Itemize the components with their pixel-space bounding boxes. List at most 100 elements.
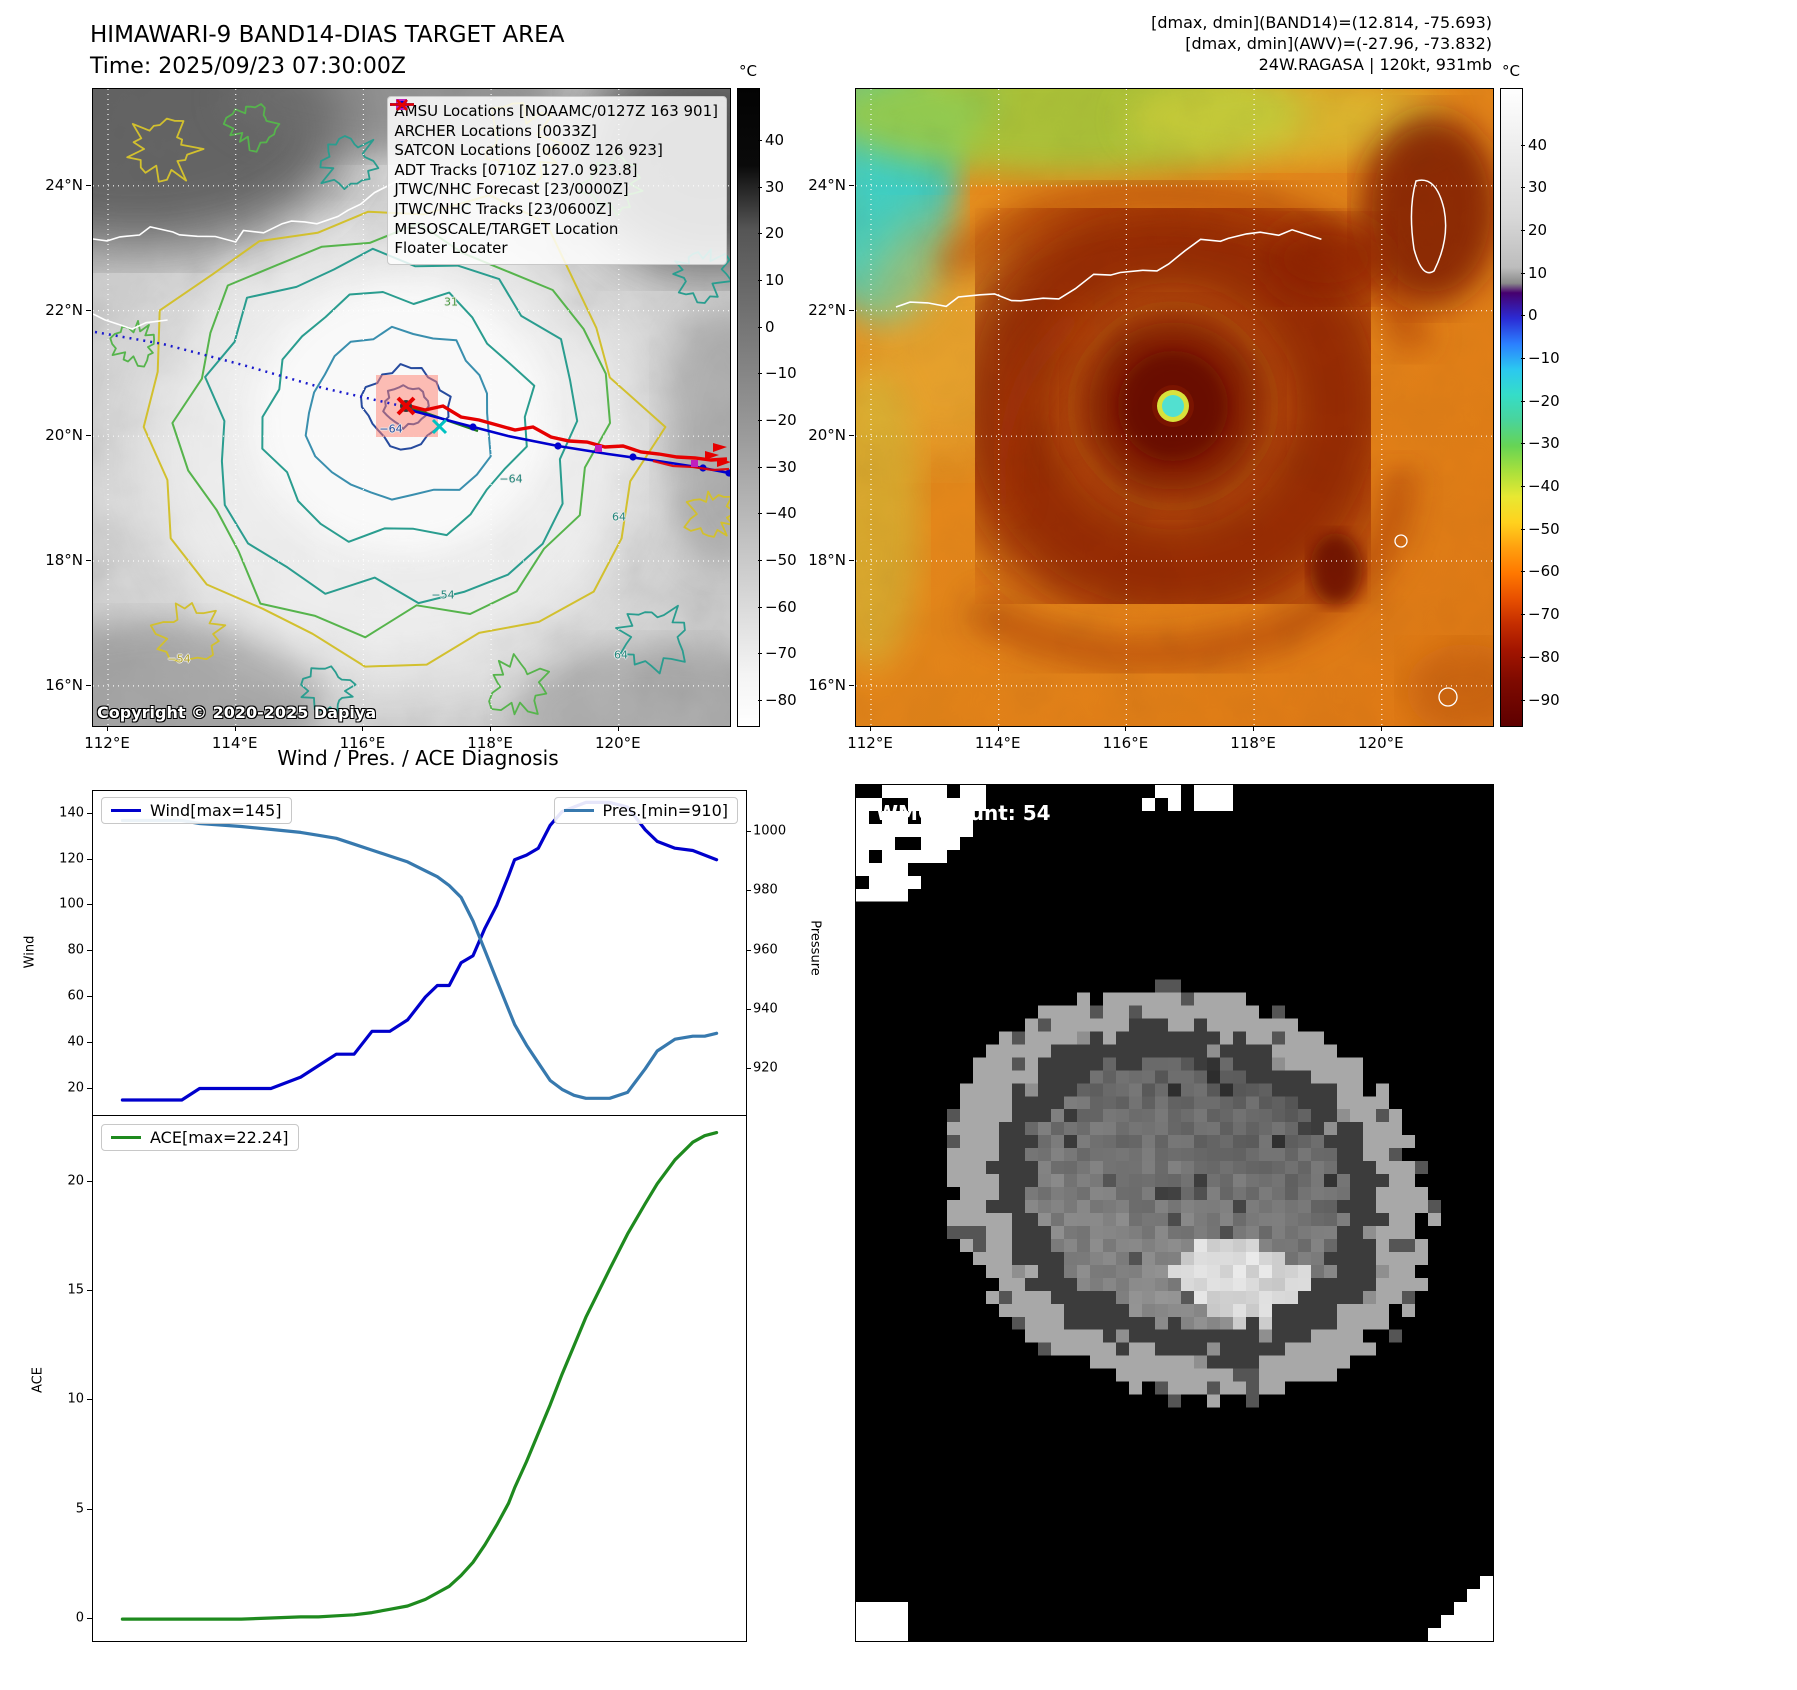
taiwan-outline — [1410, 179, 1447, 274]
tick-mark — [758, 606, 762, 608]
tick-mark — [87, 1087, 92, 1089]
typhoon-eye — [1152, 385, 1194, 427]
legend-item: JTWC/NHC Tracks [23/0600Z] — [390, 100, 718, 220]
tick-mark — [1125, 726, 1127, 731]
contour-value-label: −54 — [167, 652, 191, 666]
legend-marker-line-icon — [390, 103, 415, 106]
legend-item: AMSU Locations [NOAAMC/0127Z 163 901] — [394, 99, 718, 122]
legend-item: JTWC/NHC Forecast [23/0000Z] — [390, 103, 718, 200]
diagnosis-title: Wind / Pres. / ACE Diagnosis — [277, 746, 559, 770]
tick-mark — [87, 1290, 92, 1291]
awv-satellite-image — [856, 89, 1493, 726]
colorbar-tick-label: −80 — [1528, 647, 1560, 666]
tick-mark — [758, 186, 762, 188]
colorbar-tick-label: −30 — [1528, 434, 1560, 453]
y-axis-tick-label: 20 — [67, 1080, 84, 1096]
legend-item-label: MESOSCALE/TARGET Location — [394, 219, 619, 238]
wind-line-sample — [111, 809, 141, 812]
colorbar-tick-label: 10 — [765, 271, 785, 290]
pressure-line-sample — [563, 809, 594, 812]
colorbar-tick-label: −70 — [765, 644, 797, 663]
wind-pressure-chart: Wind[max=145] Pres.[min=910] — [92, 790, 747, 1117]
y-axis-tick-label: 0 — [75, 1610, 84, 1626]
colorbar-tick-label: −20 — [1528, 391, 1560, 410]
stat-awv: [dmax, dmin](AWV)=(-27.96, -73.832) — [1185, 34, 1492, 53]
x-axis-tick-label: 112°E — [847, 734, 893, 752]
ace-axis-label: ACE — [30, 1367, 46, 1393]
y-axis-tick-label: 120 — [59, 851, 84, 867]
tick-mark — [87, 1399, 92, 1401]
tick-mark — [1521, 443, 1525, 445]
colorbar-tick-label: 20 — [1528, 221, 1548, 240]
pressure-legend-label: Pres.[min=910] — [602, 801, 728, 820]
map-legend: AMSU Locations [NOAAMC/0127Z 163 901] ARC… — [387, 96, 727, 265]
page-title: HIMAWARI-9 BAND14-DIAS TARGET AREA — [90, 22, 565, 48]
y-axis-tick-label: 22°N — [45, 300, 83, 319]
y-axis-tick-label: 16°N — [45, 675, 83, 694]
legend-item-label: Floater Locater — [394, 239, 508, 258]
y-axis-tick-label: 940 — [753, 1001, 778, 1017]
x-axis-tick-label: 118°E — [1230, 734, 1276, 752]
y-axis-tick-label: 20°N — [808, 426, 846, 445]
end-arrows-icon — [705, 443, 730, 467]
x-axis-tick-label: 114°E — [211, 734, 258, 752]
tick-mark — [758, 420, 762, 421]
tick-mark — [758, 559, 762, 561]
band14-colorbar-unit: °C — [739, 62, 757, 80]
tick-mark — [87, 1041, 92, 1043]
tick-mark — [746, 949, 751, 951]
tick-mark — [87, 812, 92, 814]
tick-mark — [758, 513, 762, 515]
pressure-legend: Pres.[min=910] — [553, 797, 738, 824]
tick-mark — [849, 309, 854, 311]
y-axis-tick-label: 24°N — [45, 175, 83, 194]
x-axis-tick-label: 118°E — [467, 734, 513, 752]
target-marker-icon — [396, 396, 416, 416]
tick-mark — [1521, 358, 1525, 360]
tick-mark — [849, 684, 854, 686]
awv-map-panel — [855, 88, 1494, 727]
colorbar-tick-label: −50 — [1528, 519, 1560, 538]
ace-plot — [120, 1131, 719, 1621]
tick-mark — [362, 726, 364, 731]
y-axis-tick-label: 920 — [753, 1060, 778, 1076]
y-axis-tick-label: 80 — [67, 942, 84, 958]
colorbar-tick-label: −20 — [765, 411, 797, 429]
colorbar-tick-label: −80 — [765, 690, 797, 709]
legend-item-label: SATCON Locations [0600Z 126 923] — [394, 141, 663, 160]
y-axis-tick-label: 16°N — [808, 675, 846, 694]
awv-colorbar-unit: °C — [1502, 62, 1520, 80]
colorbar-tick-label: −40 — [1528, 477, 1560, 496]
y-axis-tick-label: 18°N — [808, 551, 846, 569]
ace-line-sample — [111, 1136, 141, 1139]
tick-mark — [86, 684, 91, 686]
tick-mark — [86, 560, 91, 561]
tick-mark — [490, 726, 492, 731]
tick-mark — [87, 995, 92, 997]
header-left: HIMAWARI-9 BAND14-DIAS TARGET AREA Time:… — [90, 20, 564, 82]
tick-mark — [1521, 315, 1525, 317]
tick-mark — [849, 435, 854, 437]
y-axis-tick-label: 960 — [753, 942, 778, 958]
floater-track-line — [405, 403, 728, 462]
x-axis-tick-label: 114°E — [974, 734, 1021, 752]
tick-mark — [746, 890, 751, 892]
tick-mark — [86, 435, 91, 437]
legend-item: MESOSCALE/TARGET Location — [394, 99, 718, 240]
coastline — [93, 160, 424, 330]
tick-mark — [1521, 528, 1525, 530]
tick-mark — [758, 233, 762, 235]
colorbar-tick-label: 0 — [1528, 306, 1538, 325]
tick-mark — [87, 858, 92, 860]
colorbar-tick-label: −90 — [1528, 690, 1560, 709]
y-axis-tick-label: 100 — [59, 896, 84, 912]
tick-mark — [86, 309, 91, 311]
tick-mark — [87, 1508, 92, 1510]
colorbar-tick-label: −60 — [765, 597, 797, 616]
ace-legend: ACE[max=22.24] — [101, 1124, 299, 1151]
colorbar-tick-label: 40 — [765, 131, 785, 150]
legend-item: SATCON Locations [0600Z 126 923] — [394, 99, 718, 161]
stat-band14: [dmax, dmin](BAND14)=(12.814, -75.693) — [1151, 13, 1492, 32]
tick-mark — [849, 184, 854, 186]
